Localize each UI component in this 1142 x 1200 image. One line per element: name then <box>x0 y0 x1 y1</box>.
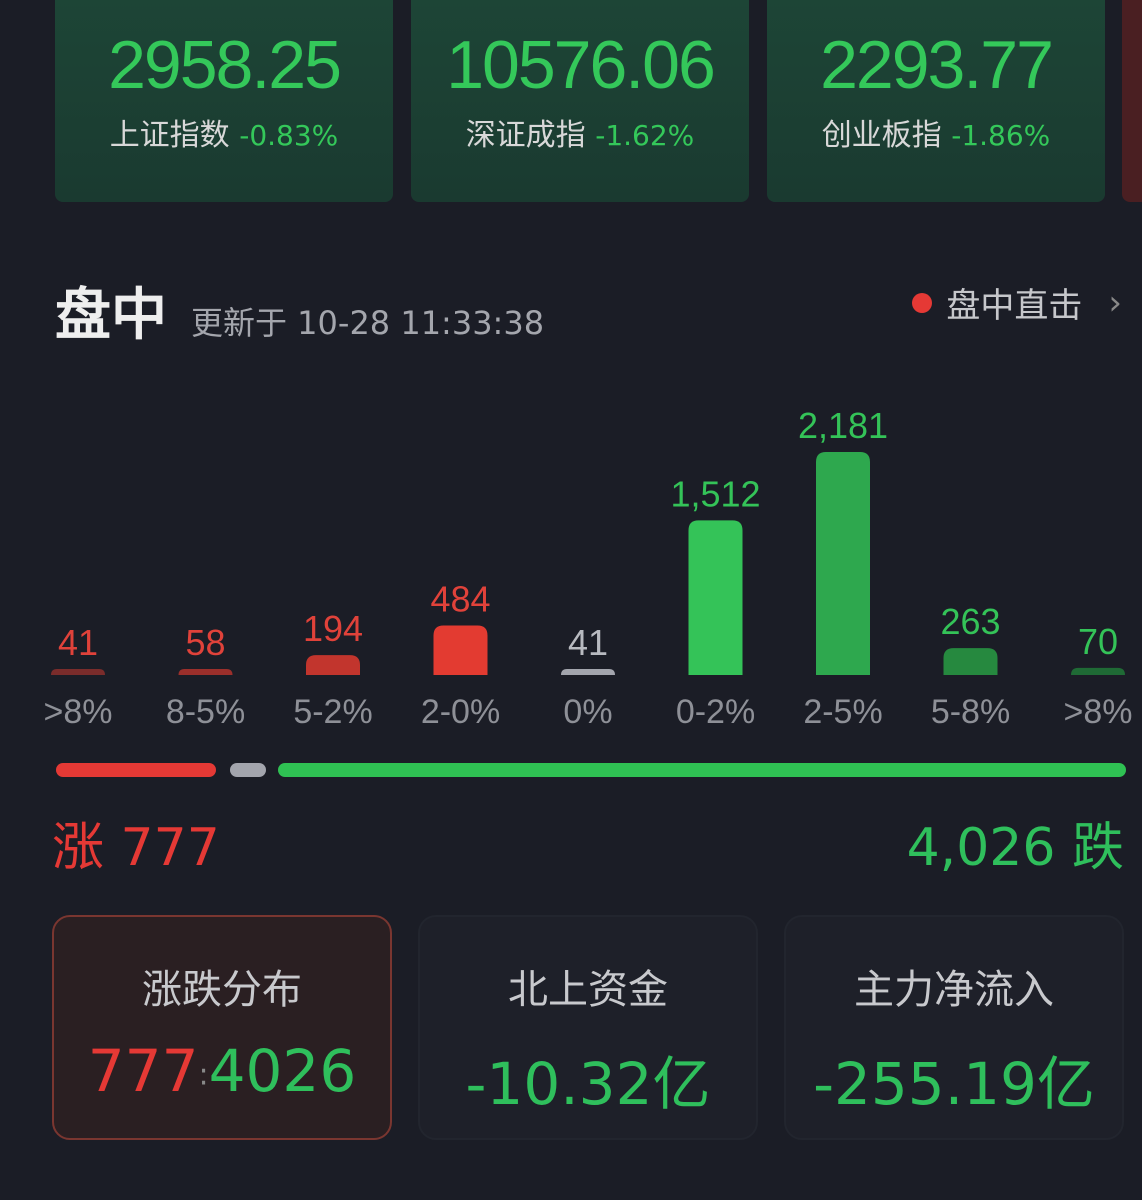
up-ratio-bar <box>56 763 216 777</box>
index-card-chinext[interactable]: 2293.77 创业板指 -1.86% <box>767 0 1105 202</box>
category-label: >8% <box>44 693 113 731</box>
flat-ratio-bar <box>230 763 266 777</box>
card-title: 涨跌分布 <box>142 967 302 1013</box>
card-sep: : <box>198 1057 209 1093</box>
index-value: 10576.06 <box>446 27 716 103</box>
category-label: 2-0% <box>421 693 500 731</box>
index-name: 深证成指 <box>465 118 586 153</box>
bar-value-label: 263 <box>940 601 1000 642</box>
card-northbound[interactable]: 北上资金 -10.32亿 <box>418 915 758 1140</box>
category-label: 5-8% <box>931 693 1010 731</box>
category-label: 2-5% <box>803 693 882 731</box>
index-change: -0.83% <box>239 119 339 152</box>
bar-value-label: 58 <box>185 622 225 663</box>
down-summary: 4,026 跌 <box>907 805 1124 880</box>
card-title: 北上资金 <box>508 967 668 1013</box>
card-main-inflow[interactable]: 主力净流入 -255.19亿 <box>784 915 1124 1140</box>
bar-value-label: 2,181 <box>798 405 888 446</box>
distribution-chart: 41 >8% 58 8-5% 194 5-2% 484 2-0% 41 0% 1,512 0-2% 2,… <box>44 405 1133 731</box>
index-value: 2958.25 <box>108 27 342 103</box>
category-label: >8% <box>1064 693 1133 731</box>
down-ratio-bar <box>278 763 1126 777</box>
index-value: 2293.77 <box>820 27 1054 103</box>
card-up: 777 <box>87 1037 199 1105</box>
bar-1 <box>178 669 233 675</box>
live-dot-icon <box>912 292 933 313</box>
live-commentary-link[interactable]: 盘中直击 › <box>912 278 1122 327</box>
bar-8 <box>1071 667 1125 675</box>
category-label: 0% <box>563 693 612 731</box>
card-value: -10.32亿 <box>465 1050 711 1118</box>
category-label: 8-5% <box>166 693 245 731</box>
index-name: 上证指数 <box>109 118 230 153</box>
up-label: 涨 <box>52 818 105 878</box>
index-card-shenzhen[interactable]: 10576.06 深证成指 -1.62% <box>411 0 749 202</box>
bar-4 <box>561 669 615 675</box>
index-change: -1.86% <box>951 119 1051 152</box>
down-label: 跌 <box>1071 818 1124 878</box>
card-distribution[interactable]: 涨跌分布 777:4026 <box>52 915 392 1140</box>
bar-6 <box>816 452 870 675</box>
bar-value-label: 1,512 <box>670 473 760 514</box>
bar-value-label: 484 <box>430 579 490 620</box>
bar-7 <box>943 648 998 675</box>
section-title: 盘中 <box>55 283 167 348</box>
bar-value-label: 194 <box>303 608 363 649</box>
index-name: 创业板指 <box>821 118 942 153</box>
bar-value-label: 41 <box>568 622 608 663</box>
index-card-partial[interactable] <box>1122 0 1142 202</box>
index-card-shanghai[interactable]: 2958.25 上证指数 -0.83% <box>55 0 393 202</box>
bar-value-label: 70 <box>1078 621 1118 662</box>
bar-2 <box>306 655 360 675</box>
bar-5 <box>688 520 743 675</box>
bar-0 <box>51 669 105 675</box>
bar-3 <box>433 625 488 675</box>
live-label: 盘中直击 <box>946 286 1083 326</box>
category-label: 5-2% <box>293 693 372 731</box>
chevron-right-icon: › <box>1108 282 1122 323</box>
up-count: 777 <box>120 818 220 878</box>
card-title: 主力净流入 <box>854 967 1054 1013</box>
card-down: 4026 <box>208 1037 357 1105</box>
update-time: 更新于 10-28 11:33:38 <box>191 304 545 342</box>
index-change: -1.62% <box>595 119 695 152</box>
card-value: -255.19亿 <box>813 1050 1095 1118</box>
section-header: 盘中 更新于 10-28 11:33:38 <box>55 270 544 351</box>
category-label: 0-2% <box>676 693 755 731</box>
up-summary: 涨 777 <box>52 805 220 880</box>
down-count: 4,026 <box>906 818 1056 878</box>
bar-value-label: 41 <box>58 622 98 663</box>
